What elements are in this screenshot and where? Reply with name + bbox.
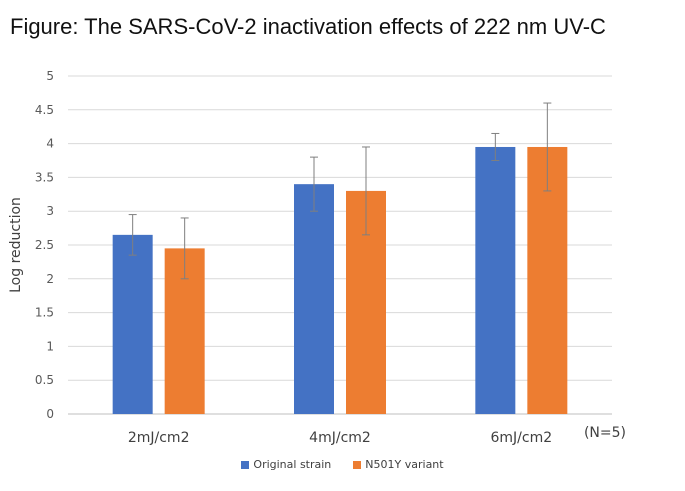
- x-category-label: 6mJ/cm2: [491, 430, 553, 446]
- legend-item: Original strain: [241, 458, 331, 471]
- y-tick-label: 1: [46, 339, 54, 353]
- error-bar: [491, 132, 500, 161]
- y-tick-label: 0.5: [35, 373, 54, 387]
- y-tick-label: 3.5: [35, 170, 54, 184]
- y-tick-label: 4: [46, 137, 54, 151]
- y-tick-label: 4.5: [35, 103, 54, 117]
- y-tick-label: 3: [46, 204, 54, 218]
- y-tick-label: 0: [46, 407, 54, 421]
- legend-item: N501Y variant: [353, 458, 444, 471]
- sample-size-note: (N=5): [584, 425, 626, 441]
- legend-swatch: [241, 460, 250, 469]
- chart-title: Figure: The SARS-CoV-2 inactivation effe…: [10, 14, 606, 39]
- bar-original-strain-0: [112, 234, 153, 414]
- error-bar: [180, 217, 189, 280]
- legend-label: N501Y variant: [365, 458, 444, 471]
- legend: Original strain N501Y variant: [0, 458, 685, 471]
- y-tick-label: 2: [46, 272, 54, 286]
- error-bar: [362, 146, 370, 236]
- legend-label: Original strain: [253, 458, 332, 471]
- bar-n501y-variant-2: [527, 146, 568, 415]
- y-tick-label: 5: [46, 69, 54, 83]
- x-category-label: 4mJ/cm2: [309, 430, 371, 446]
- y-tick-label: 2.5: [35, 238, 54, 252]
- y-tick-label: 1.5: [35, 306, 54, 320]
- bar-original-strain-2: [475, 146, 516, 415]
- y-axis-label: Log reduction: [8, 197, 24, 293]
- x-category-label: 2mJ/cm2: [128, 430, 190, 446]
- error-bar: [310, 156, 318, 212]
- error-bar: [128, 214, 137, 256]
- error-bar: [543, 102, 552, 192]
- bar-original-strain-1: [294, 184, 334, 414]
- legend-swatch: [353, 460, 362, 469]
